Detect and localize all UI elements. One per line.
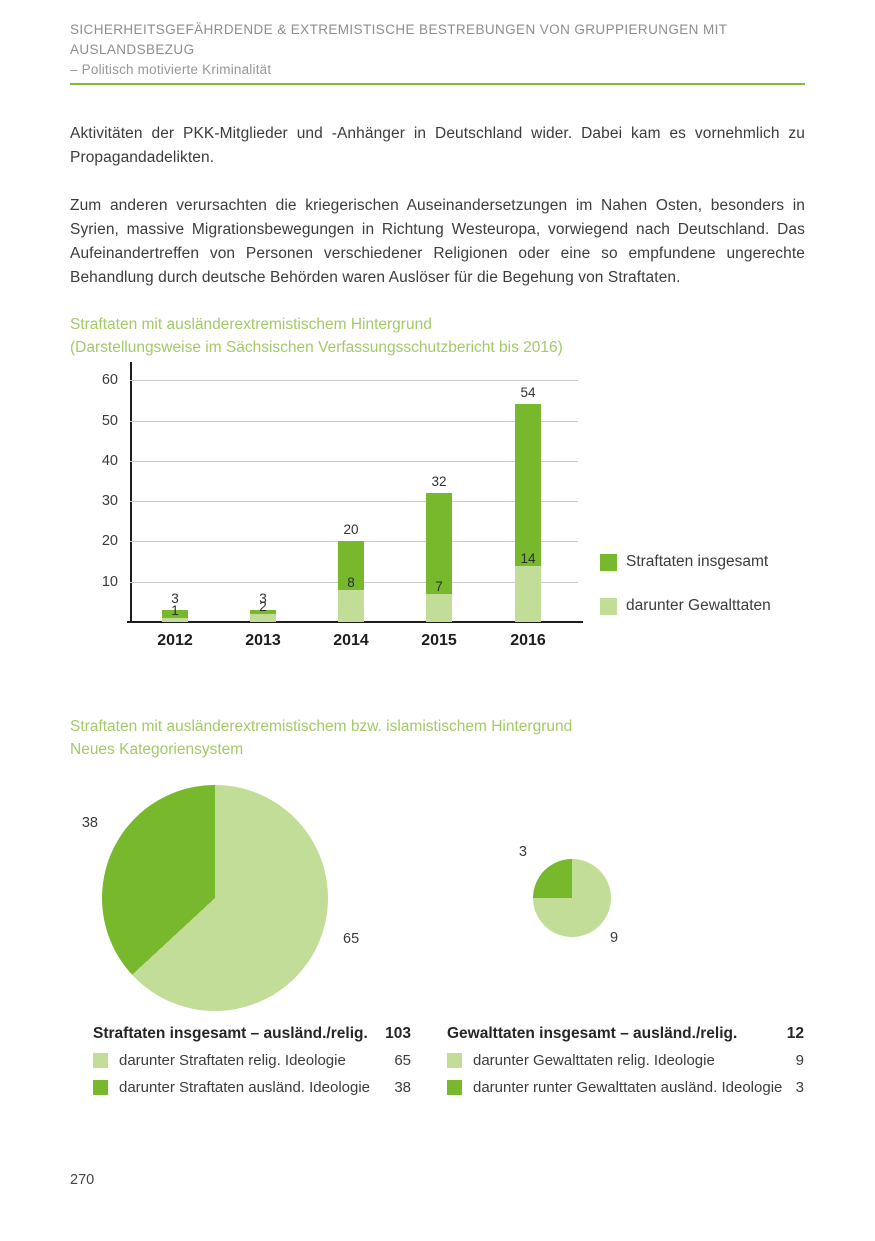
y-tick-label: 10 (101, 573, 118, 590)
legend-table-gewalttaten: Gewalttaten insgesamt – ausländ./relig. … (447, 1025, 804, 1106)
paragraph-1: Aktivitäten der PKK-Mitglieder und -Anhä… (70, 125, 805, 166)
x-axis-label-2014: 2014 (333, 632, 369, 649)
bar-violence-value-2016: 14 (520, 550, 536, 566)
x-axis-label-2013: 2013 (245, 632, 281, 649)
bar-chart-title-line2: (Darstellungsweise im Sächsischen Verfas… (70, 339, 563, 356)
legend-header-value: 12 (786, 1024, 804, 1042)
gridline-y40 (130, 460, 578, 462)
pie-big-label-dark: 38 (81, 815, 98, 831)
legend-table-straftaten: Straftaten insgesamt – ausländ./relig. 1… (93, 1025, 411, 1106)
x-axis-label-2012: 2012 (157, 632, 193, 649)
bar-violence-value-2012: 1 (171, 602, 179, 618)
legend-header-label: Gewalttaten insgesamt – ausländ./relig. (447, 1024, 738, 1042)
legend-header-label: Straftaten insgesamt – ausländ./relig. (93, 1024, 368, 1042)
legend-row-value: 3 (795, 1079, 804, 1096)
gridline-y50 (130, 420, 578, 422)
bar-violence-2012 (162, 617, 188, 622)
legend-row-label: darunter Straftaten relig. Ideologie (119, 1052, 346, 1069)
x-axis-line (127, 621, 583, 623)
paragraph-2: Zum anderen verursachten die kriegerisch… (70, 197, 805, 286)
legend-label-total: Straftaten insgesamt (626, 553, 769, 570)
x-axis-label-2015: 2015 (421, 632, 457, 649)
bar-violence-value-2015: 7 (435, 578, 443, 594)
y-tick-label: 40 (101, 452, 118, 469)
swatch-dark-green (447, 1080, 462, 1095)
doc-header-subtitle: – Politisch motivierte Kriminalität (70, 62, 272, 77)
legend-row-value: 38 (394, 1079, 411, 1096)
page-number: 270 (70, 1172, 95, 1188)
legend-row: darunter Straftaten ausländ. Ideologie 3… (93, 1079, 411, 1096)
bar-total-value-2015: 32 (431, 474, 447, 490)
bar-chart-title-line1: Straftaten mit ausländerextremistischem … (70, 316, 432, 333)
y-tick-label: 50 (101, 412, 118, 429)
bar-violence-value-2013: 2 (259, 598, 267, 614)
pie-section-title-line1: Straftaten mit ausländerextremistischem … (70, 718, 573, 735)
bar-violence-2014 (338, 589, 364, 622)
y-tick-label: 30 (101, 493, 118, 510)
bar-total-value-2013: 3 (259, 590, 267, 606)
gridline-y30 (130, 501, 578, 503)
legend-header-value: 103 (385, 1024, 411, 1042)
legend-row-value: 9 (795, 1052, 804, 1069)
legend-header-row: Straftaten insgesamt – ausländ./relig. 1… (93, 1025, 411, 1042)
bar-total-value-2016: 54 (520, 385, 536, 401)
y-tick-label: 20 (101, 533, 118, 550)
legend-row-label: darunter runter Gewalttaten ausländ. Ide… (473, 1079, 783, 1096)
pie-chart-gewalttaten (533, 859, 611, 937)
bar-total-value-2014: 20 (343, 522, 359, 538)
bar-total-value-2012: 3 (171, 590, 179, 606)
pie-small-label-dark: 3 (518, 844, 527, 860)
legend-header-row: Gewalttaten insgesamt – ausländ./relig. … (447, 1025, 804, 1042)
pie-small-label-light: 9 (610, 930, 619, 946)
bar-chart-title: Straftaten mit ausländerextremistischem … (70, 313, 805, 359)
legend-row: darunter runter Gewalttaten ausländ. Ide… (447, 1079, 804, 1096)
x-axis-label-2016: 2016 (510, 632, 546, 649)
doc-header-title: SICHERHEITSGEFÄHRDENDE & EXTREMISTISCHE … (70, 22, 728, 57)
legend-item-total: Straftaten insgesamt (600, 553, 771, 571)
bar-chart-legend: Straftaten insgesamt darunter Gewalttate… (600, 553, 771, 641)
legend-swatch-light-green (600, 597, 617, 615)
bar-violence-2015 (426, 593, 452, 622)
bar-violence-2016 (515, 565, 541, 622)
legend-row-label: darunter Straftaten ausländ. Ideologie (119, 1079, 371, 1096)
swatch-light-green (447, 1053, 462, 1068)
pie-section-title: Straftaten mit ausländerextremistischem … (70, 715, 805, 761)
legend-swatch-dark-green (600, 553, 617, 571)
legend-row-label: darunter Gewalttaten relig. Ideologie (473, 1052, 715, 1069)
header-divider-line (70, 83, 805, 85)
swatch-dark-green (93, 1080, 108, 1095)
legend-row: darunter Gewalttaten relig. Ideologie 9 (447, 1052, 804, 1069)
pie-chart-straftaten (102, 785, 328, 1011)
gridline-y60 (130, 380, 578, 382)
bar-violence-2013 (250, 613, 276, 622)
legend-row-value: 65 (394, 1052, 411, 1069)
pie-section-title-line2: Neues Kategoriensystem (70, 741, 244, 758)
pie-big-label-light: 65 (343, 931, 360, 947)
legend-row: darunter Straftaten relig. Ideologie 65 (93, 1052, 411, 1069)
y-tick-label: 60 (101, 372, 118, 389)
bar-chart-plot-area: 10 20 30 40 50 60 3 1 3 2 20 8 32 7 54 14 (70, 362, 600, 623)
swatch-light-green (93, 1053, 108, 1068)
y-axis-line (130, 362, 132, 623)
legend-label-violence: darunter Gewalttaten (626, 597, 771, 614)
doc-header: SICHERHEITSGEFÄHRDENDE & EXTREMISTISCHE … (70, 20, 805, 85)
bar-chart: 10 20 30 40 50 60 3 1 3 2 20 8 32 7 54 14 2012 2013 2014 2… (70, 362, 600, 662)
legend-item-violence: darunter Gewalttaten (600, 597, 771, 615)
bar-violence-value-2014: 8 (347, 574, 355, 590)
